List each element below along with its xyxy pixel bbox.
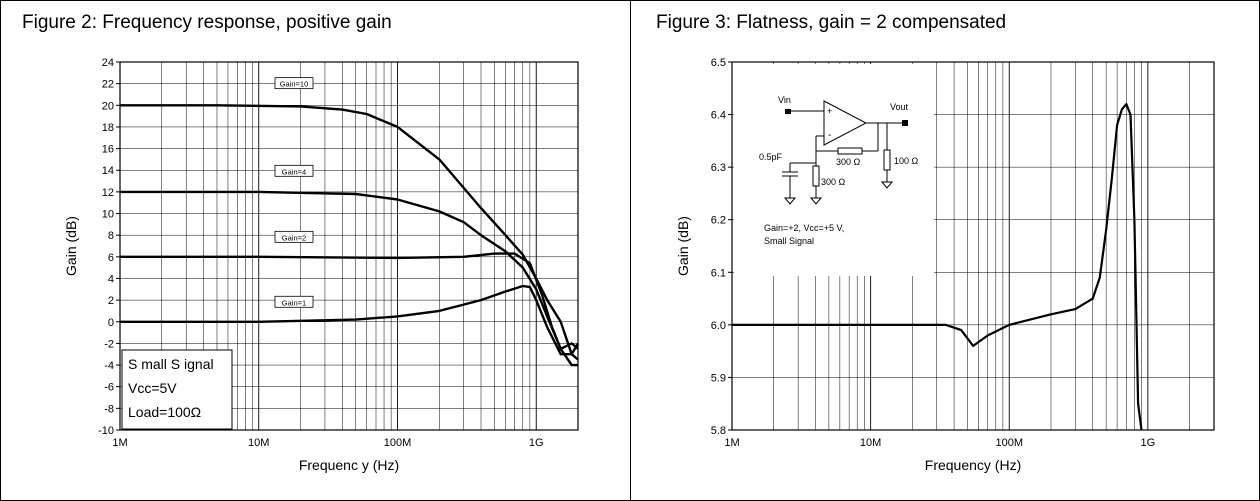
y-tick-label: 6.2 [711,215,726,227]
y-tick-label: 4 [108,273,114,285]
y-tick-label: -10 [98,425,114,437]
y-tick-label: 6.1 [711,267,726,279]
y-tick-label: 6 [108,252,114,264]
inset-background [734,64,934,276]
circuit-inset: + - Vin Vout 300 Ω 300 Ω 0.5pF 100 Ω Gain=+2, Vc… [734,64,934,276]
load-resistor [883,149,891,171]
series-line [120,284,580,356]
figure-3-title: Figure 3: Flatness, gain = 2 compensated [656,12,1007,33]
x-tick-label: 100M [384,437,412,449]
x-tick-label: 1M [112,437,127,449]
y-tick-label: 20 [102,100,114,112]
annotation-box [121,349,233,430]
y-tick-label: 22 [102,79,114,91]
series-label-box [274,164,314,177]
y-tick-label: 12 [102,187,114,199]
y-tick-label: -8 [104,403,114,415]
feedback-resistor [837,147,863,155]
opamp-plus-label: + [827,106,832,116]
x-tick-label: 10M [248,437,269,449]
x-tick-label: 1M [724,437,739,449]
x-tick-label: 100M [995,437,1023,449]
y-tick-label: 6.3 [711,162,726,174]
ground-symbol [809,197,823,205]
series-label-3: Gain=2 [274,230,314,243]
y-tick-label: 5.8 [711,425,726,437]
y-tick-label: 5.9 [711,372,726,384]
y-tick-label: -6 [104,382,114,394]
figure-3-chart: 5.8 5.9 6.0 6.1 6.2 6.3 6.4 6.5 1M 10M 100M 1G Frequ… [675,57,1215,473]
annotation-line: S mall S ignal [128,356,214,372]
vin-label: Vin [778,95,791,105]
series-label: Gain=4 [282,167,306,176]
series-label-1: Gain=10 [274,77,314,90]
series-line [732,102,1143,431]
y-tick-label: 2 [108,295,114,307]
y-tick-label: 8 [108,230,114,242]
vout-label: Vout [890,102,909,112]
figure-divider [630,0,631,501]
ground-symbol [783,197,797,205]
opamp-symbol [823,100,868,146]
annotation-line: Load=100Ω [128,404,201,420]
plot-frame [119,61,579,431]
y-axis-label: Gain (dB) [63,216,79,276]
conditions-annotation: S mall S ignal Vcc=5V Load=100Ω [121,349,233,430]
gain-resistor-label: 300 Ω [821,177,846,187]
series-line [120,252,579,350]
x-tick-label: 1G [1141,437,1156,449]
y-tick-label: 14 [102,165,114,177]
y-tick-label: -2 [104,338,114,350]
y-tick-label: 24 [102,57,114,69]
series-line [120,104,579,361]
series-label: Gain=2 [282,233,306,242]
plot-frame [731,61,1215,431]
y-tick-label: 6.0 [711,320,726,332]
vout-terminal [902,120,908,126]
series-label-box [274,230,314,243]
vin-terminal [785,109,791,114]
y-tick-label: 0 [108,317,114,329]
opamp-minus-label: - [828,130,831,141]
y-axis-label: Gain (dB) [675,216,691,276]
capacitor-label: 0.5pF [759,152,783,162]
y-tick-label: 18 [102,122,114,134]
y-tick-label: 16 [102,144,114,156]
series-label-box [274,295,314,308]
inset-condition-line: Small Signal [764,236,814,246]
annotation-line: Vcc=5V [128,380,177,396]
feedback-resistor-label: 300 Ω [836,157,861,167]
y-tick-label: 6.4 [711,110,726,122]
load-resistor-label: 100 Ω [894,156,919,166]
series-label-box [274,77,314,90]
figure-2-title: Figure 2: Frequency response, positive g… [22,12,392,33]
series-label: Gain=10 [280,80,309,89]
x-tick-label: 1G [529,437,544,449]
series-label-2: Gain=4 [274,164,314,177]
series-label: Gain=1 [282,298,306,307]
inset-condition-line: Gain=+2, Vcc=+5 V, [764,223,844,233]
y-tick-label: 10 [102,209,114,221]
gain-resistor [812,165,820,187]
y-tick-label: -4 [104,360,114,372]
y-tick-label: 6.5 [711,57,726,69]
ground-symbol [880,181,894,189]
x-axis-label: Frequency (Hz) [925,457,1021,473]
x-tick-label: 10M [860,437,881,449]
x-axis-label: Frequenc y (Hz) [299,457,399,473]
series-label-4: Gain=1 [274,295,314,308]
